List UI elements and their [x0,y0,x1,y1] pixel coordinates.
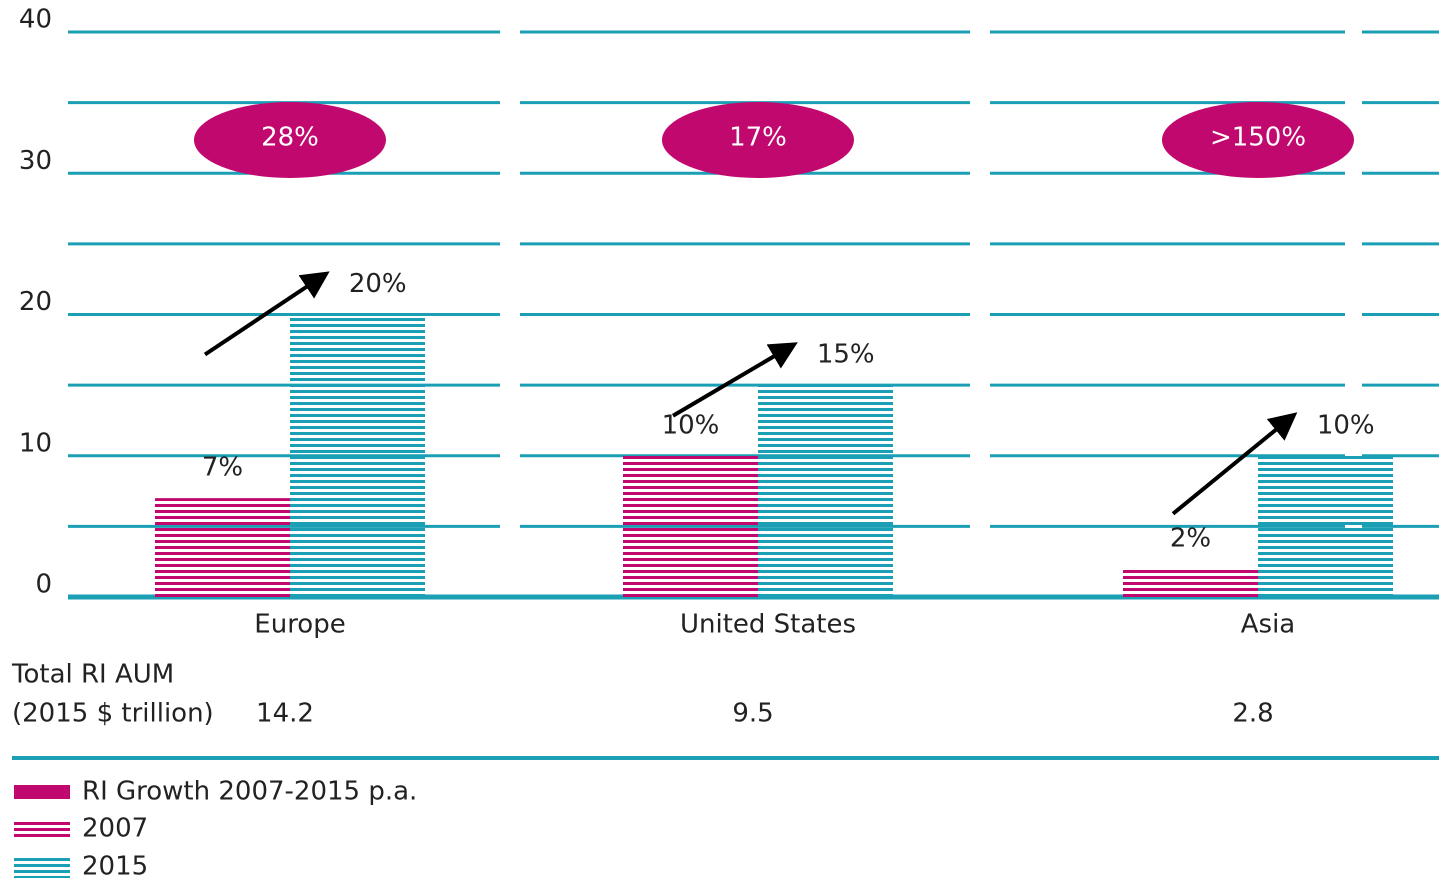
growth-bubble [194,102,386,178]
total-value: 2.8 [1232,699,1273,729]
x-tick-label: Asia [1241,610,1296,640]
legend-label: RI Growth 2007-2015 p.a. [82,777,417,807]
value-label: 10% [1317,410,1375,440]
value-label: 15% [817,340,875,370]
bar [758,385,893,597]
growth-bubble [662,102,854,178]
bar [1258,455,1393,597]
growth-label: >150% [1210,123,1306,153]
totals-label: Total RI AUM [11,660,174,690]
bar [1123,568,1258,597]
arrow [1171,412,1298,516]
value-label: 20% [349,269,407,299]
y-tick-label: 40 [19,5,52,35]
y-tick-label: 10 [19,428,52,458]
legend-swatch [14,819,70,840]
y-tick-label: 0 [35,570,52,600]
legend-swatch [14,857,70,878]
total-value: 14.2 [256,699,314,729]
totals-label: (2015 $ trillion) [12,699,214,729]
arrow [671,342,798,418]
bar [623,455,758,597]
legend-label: 2015 [82,852,148,881]
value-label: 10% [662,410,720,440]
growth-label: 28% [261,123,319,153]
legend-swatch [14,785,70,799]
bar [155,498,290,597]
bar [290,314,425,597]
x-tick-label: Europe [254,610,345,640]
value-label: 7% [202,453,243,483]
x-tick-label: United States [680,610,856,640]
arrow [203,271,330,357]
legend-label: 2007 [82,814,148,844]
value-label: 2% [1170,523,1211,553]
growth-bubble [1162,102,1354,178]
total-value: 9.5 [732,699,773,729]
y-tick-label: 20 [19,287,52,317]
y-tick-label: 30 [19,146,52,176]
growth-label: 17% [729,123,787,153]
